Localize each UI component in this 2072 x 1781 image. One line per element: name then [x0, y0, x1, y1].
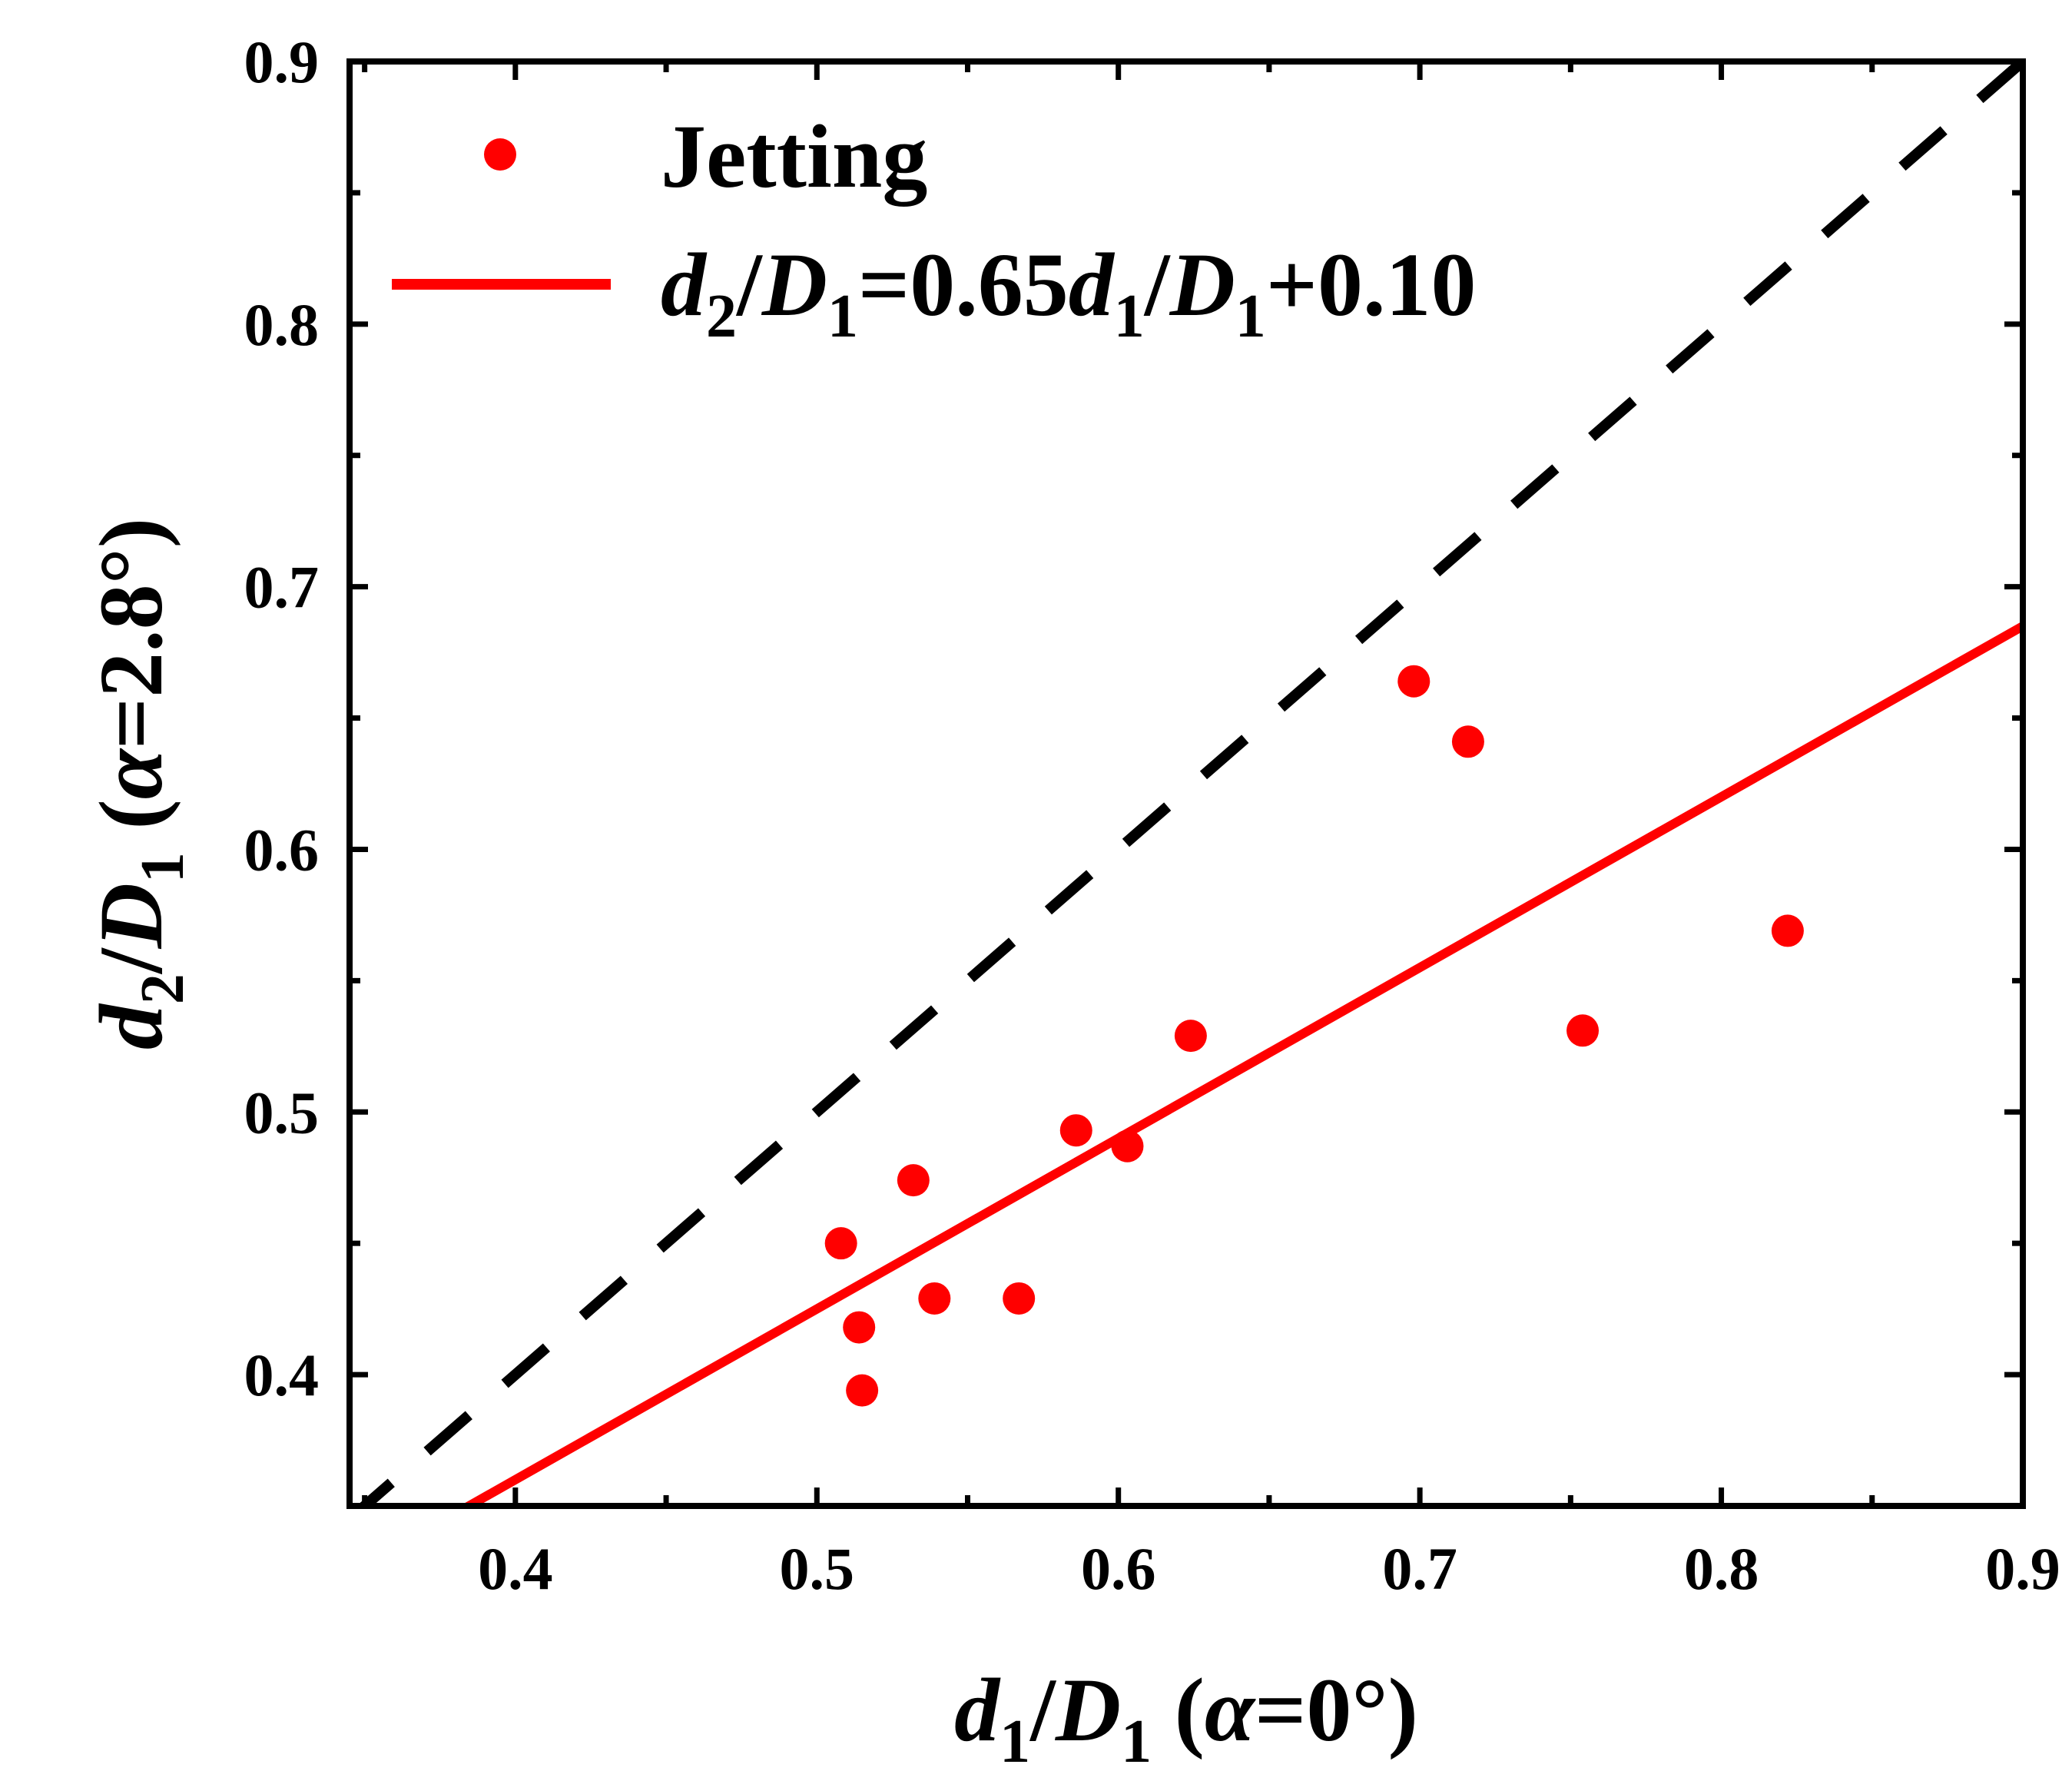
- axis-ticks: [350, 58, 2026, 1506]
- data-point: [1566, 1014, 1600, 1047]
- data-point: [1059, 1114, 1092, 1147]
- y-tick-label: 0.8: [244, 291, 320, 358]
- x-tick-label: 0.6: [1081, 1535, 1156, 1602]
- x-tick-labels: 0.4 0.5 0.6 0.7 0.8 0.9: [478, 1535, 2060, 1602]
- data-point: [846, 1374, 879, 1407]
- data-point: [1771, 914, 1804, 947]
- x-tick-label: 0.8: [1684, 1535, 1759, 1602]
- x-tick-label: 0.4: [478, 1535, 553, 1602]
- x-tick-label: 0.9: [1985, 1535, 2060, 1602]
- y-tick-label: 0.6: [244, 816, 320, 883]
- data-point: [824, 1227, 857, 1260]
- plot-frame: [346, 58, 2026, 1509]
- x-axis-title: d1​/D1​ (α=0°): [954, 1660, 1418, 1776]
- data-point: [1111, 1129, 1144, 1162]
- data-point: [1451, 725, 1484, 758]
- y-tick-labels: 0.4 0.5 0.6 0.7 0.8 0.9: [244, 28, 320, 1408]
- legend: Jetting d2​/D1​=0.65d1​/D1​+0.10: [392, 106, 1477, 350]
- y-tick-label: 0.7: [244, 554, 320, 621]
- x-tick-label: 0.7: [1382, 1535, 1457, 1602]
- plot-content: [356, 61, 2023, 1506]
- data-point: [1174, 1020, 1207, 1053]
- y-tick-label: 0.5: [244, 1079, 320, 1146]
- data-point: [1397, 665, 1431, 698]
- legend-marker-jetting: [484, 138, 516, 171]
- y-tick-label: 0.9: [244, 28, 320, 95]
- y-tick-label: 0.4: [244, 1342, 320, 1408]
- data-point: [843, 1311, 876, 1344]
- legend-label-fit: d2​/D1​=0.65d1​/D1​+0.10: [661, 234, 1477, 350]
- data-point: [1003, 1282, 1036, 1315]
- data-point: [897, 1164, 930, 1197]
- y-axis-title: d2​/D1​ (α=2.8°): [81, 518, 197, 1050]
- x-tick-label: 0.5: [780, 1535, 855, 1602]
- fit-line: [459, 622, 2023, 1506]
- data-point: [918, 1282, 951, 1315]
- legend-label-jetting: Jetting: [661, 106, 927, 207]
